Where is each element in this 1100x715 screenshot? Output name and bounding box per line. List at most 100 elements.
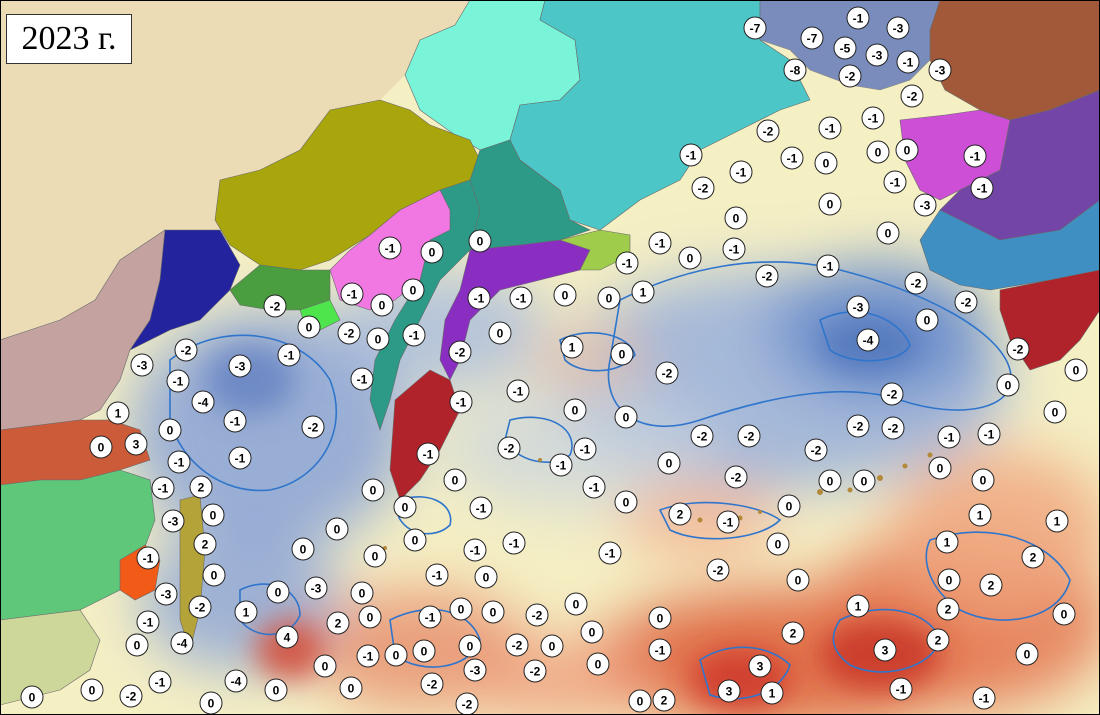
- anomaly-marker: -2: [337, 321, 361, 345]
- anomaly-marker: -3: [161, 509, 185, 533]
- marker-value: 0: [134, 639, 141, 653]
- marker-circle: [936, 597, 960, 621]
- anomaly-marker: 0: [481, 600, 505, 624]
- marker-value: -3: [161, 588, 172, 602]
- marker-value: -1: [622, 257, 633, 271]
- marker-value: 0: [657, 612, 664, 626]
- marker-circle: [748, 654, 772, 678]
- marker-value: 0: [348, 682, 355, 696]
- marker-value: 0: [375, 333, 382, 347]
- marker-value: -3: [137, 359, 148, 373]
- marker-value: 2: [1030, 551, 1037, 565]
- marker-circle: [883, 170, 907, 194]
- anomaly-marker: 2: [936, 597, 960, 621]
- marker-circle: [582, 475, 606, 499]
- marker-circle: [136, 610, 160, 634]
- land-west: [0, 0, 470, 340]
- marker-value: 1: [115, 407, 122, 421]
- marker-value: 3: [726, 685, 733, 699]
- marker-value: -1: [890, 176, 901, 190]
- anomaly-marker: -2: [880, 382, 904, 406]
- marker-circle: [469, 496, 493, 520]
- marker-circle: [304, 576, 328, 600]
- marker-circle: [119, 684, 143, 708]
- marker-circle: [724, 465, 748, 489]
- marker-value: 0: [1073, 364, 1080, 378]
- anomaly-marker: 1: [760, 681, 784, 705]
- marker-circle: [937, 568, 961, 592]
- marker-value: -1: [385, 242, 396, 256]
- marker-value: -4: [198, 396, 209, 410]
- marker-value: 0: [275, 586, 282, 600]
- marker-circle: [264, 678, 288, 702]
- anomaly-marker: 0: [366, 327, 390, 351]
- marker-circle: [358, 605, 382, 629]
- marker-circle: [900, 84, 924, 108]
- marker-circle: [224, 669, 248, 693]
- marker-circle: [384, 643, 408, 667]
- anomaly-marker: 0: [199, 691, 223, 715]
- marker-circle: [716, 510, 740, 534]
- anomaly-marker: 0: [401, 278, 425, 302]
- marker-value: -2: [907, 90, 918, 104]
- marker-circle: [780, 146, 804, 170]
- anomaly-marker: -3: [130, 353, 154, 377]
- marker-value: 0: [367, 611, 374, 625]
- anomaly-marker: -1: [970, 176, 994, 200]
- marker-value: 0: [300, 543, 307, 557]
- marker-value: 0: [904, 144, 911, 158]
- marker-value: -1: [896, 683, 907, 697]
- marker-circle: [337, 321, 361, 345]
- anomaly-marker: 0: [866, 140, 890, 164]
- anomaly-marker: 0: [297, 315, 321, 339]
- anomaly-marker: -2: [755, 264, 779, 288]
- marker-circle: [525, 603, 549, 627]
- anomaly-marker: 0: [614, 405, 638, 429]
- marker-value: -1: [509, 537, 520, 551]
- marker-circle: [401, 278, 425, 302]
- marker-circle: [614, 405, 638, 429]
- anomaly-marker: -1: [350, 367, 374, 391]
- region-sage: [0, 609, 101, 706]
- anomaly-marker: -1: [136, 546, 160, 570]
- anomaly-marker: 0: [1015, 642, 1039, 666]
- marker-circle: [766, 532, 790, 556]
- marker-value: -2: [713, 564, 724, 578]
- marker-value: -4: [177, 637, 188, 651]
- marker-circle: [846, 6, 870, 30]
- marker-value: -8: [790, 64, 801, 78]
- marker-value: -1: [736, 166, 747, 180]
- marker-circle: [652, 688, 676, 712]
- marker-value: -3: [235, 360, 246, 374]
- anomaly-marker: 0: [895, 138, 919, 162]
- marker-circle: [996, 373, 1020, 397]
- anomaly-marker: -4: [170, 631, 194, 655]
- marker-value: -2: [504, 442, 515, 456]
- anomaly-marker: 0: [597, 286, 621, 310]
- anomaly-marker: -4: [224, 669, 248, 693]
- anomaly-marker: 0: [358, 605, 382, 629]
- anomaly-marker: -1: [573, 437, 597, 461]
- marker-value: -1: [409, 329, 420, 343]
- marker-circle: [846, 414, 870, 438]
- marker-value: -2: [126, 690, 137, 704]
- marker-circle: [865, 43, 889, 67]
- anomaly-marker: -2: [804, 438, 828, 462]
- marker-circle: [691, 176, 715, 200]
- marker-circle: [106, 401, 130, 425]
- marker-circle: [191, 390, 215, 414]
- marker-circle: [717, 679, 741, 703]
- anomaly-marker: -1: [136, 610, 160, 634]
- marker-circle: [743, 16, 767, 40]
- marker-value: 0: [937, 462, 944, 476]
- anomaly-marker: 2: [668, 502, 692, 526]
- marker-value: -1: [984, 428, 995, 442]
- marker-value: -2: [512, 639, 523, 653]
- marker-circle: [804, 438, 828, 462]
- marker-circle: [1064, 358, 1088, 382]
- marker-circle: [861, 106, 885, 130]
- marker-value: 0: [421, 645, 428, 659]
- marker-value: -3: [311, 582, 322, 596]
- marker-value: -1: [423, 448, 434, 462]
